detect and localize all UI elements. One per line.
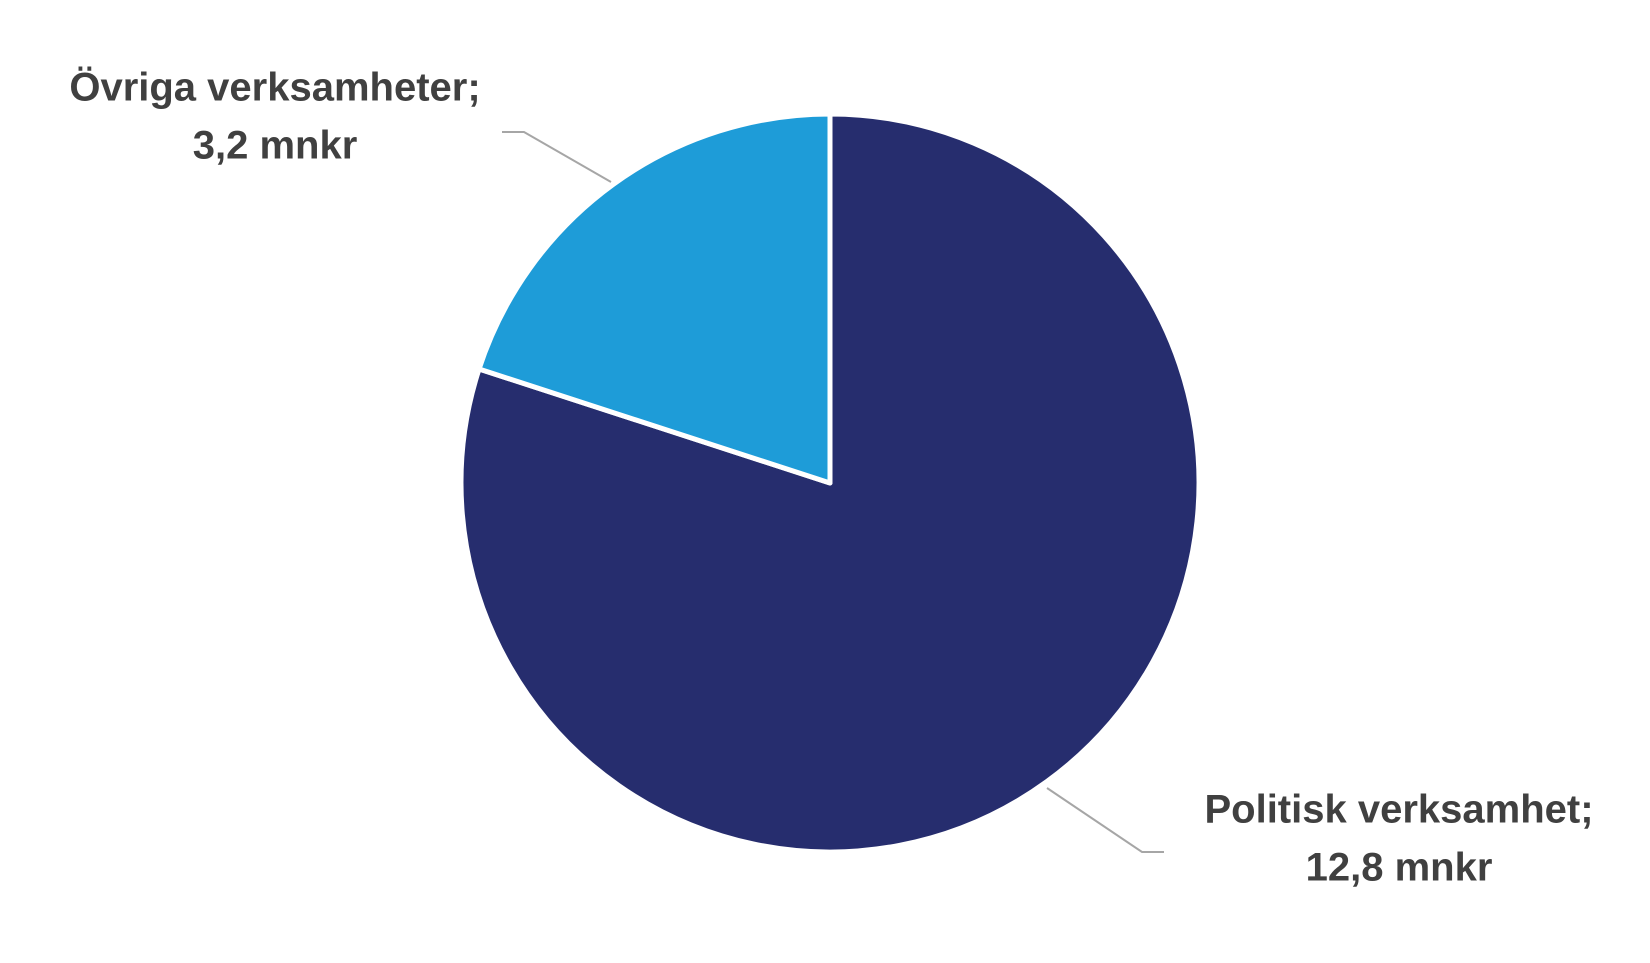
leader-line: [1046, 787, 1164, 853]
pie-slice: [476, 111, 833, 486]
value-label: 12,8 mnkr: [1306, 846, 1493, 890]
pie-slice: [458, 111, 1202, 855]
slice-label: Politisk verksamhet;: [1204, 788, 1593, 832]
leader-line: [502, 131, 612, 183]
slice-label: Övriga verksamheter;: [69, 65, 480, 110]
value-label: 3,2 mnkr: [193, 124, 358, 168]
